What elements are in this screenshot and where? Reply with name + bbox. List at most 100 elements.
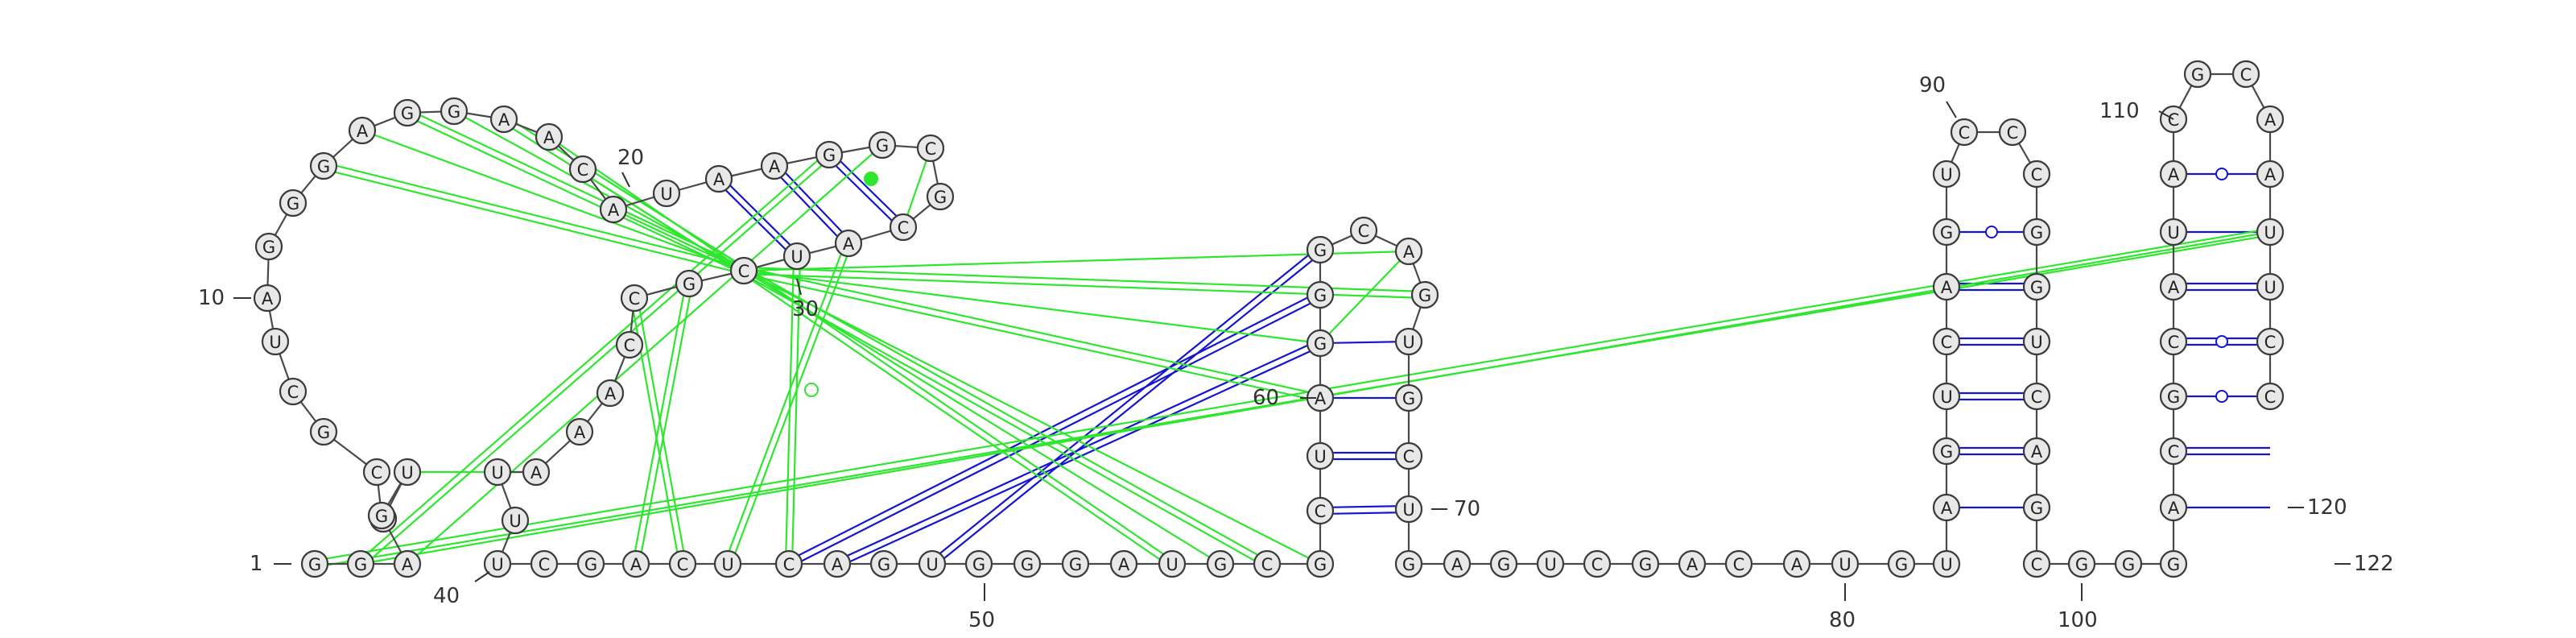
nucleotide-letter: G — [1895, 555, 1908, 574]
index-label-120: 120 — [2307, 495, 2347, 520]
nucleotide-letter: C — [738, 262, 750, 281]
nucleotide-letter: G — [1214, 555, 1227, 574]
nucleotide: C — [568, 155, 597, 184]
wobble-pair-marker — [2215, 168, 2228, 180]
nucleotide-letter: C — [577, 160, 589, 180]
index-label-10: 10 — [198, 286, 225, 310]
nucleotide: G — [1887, 549, 1916, 578]
nucleotide: A — [393, 549, 422, 578]
nucleotide-letter: G — [448, 102, 460, 122]
nucleotide-letter: A — [543, 128, 555, 147]
nucleotide-letter: U — [401, 463, 413, 483]
nucleotide: G — [815, 140, 844, 169]
nucleotide-letter: C — [925, 139, 937, 159]
nucleotide-letter: A — [2168, 499, 2180, 518]
nucleotide: U — [1394, 495, 1423, 524]
wobble-pair-marker — [2215, 335, 2228, 348]
nucleotide: U — [1536, 549, 1565, 578]
nucleotide-letter: U — [1402, 500, 1414, 520]
nucleotide: A — [565, 417, 594, 446]
nucleotide-letter: A — [1451, 555, 1463, 574]
nucleotide: G — [869, 549, 898, 578]
base-pair-links — [314, 109, 2271, 569]
nucleotide: A — [823, 549, 852, 578]
nucleotide-letter: C — [2007, 123, 2019, 143]
nucleotide: A — [2022, 437, 2051, 466]
index-label-122: 122 — [2354, 552, 2394, 576]
nucleotide-letter: A — [1941, 278, 1953, 297]
nucleotide: A — [704, 164, 733, 193]
nucleotide-letter: C — [371, 463, 383, 483]
nucleotide: A — [1394, 237, 1423, 266]
nucleotide: U — [1158, 549, 1187, 578]
nucleotide: G — [1306, 235, 1335, 264]
nucleotide: A — [253, 284, 282, 313]
nucleotide-letter: G — [2122, 555, 2135, 574]
nucleotide-letter: U — [1940, 555, 1952, 574]
nucleotide: C — [1306, 496, 1335, 525]
nucleotide: U — [1306, 441, 1335, 470]
tick-40 — [474, 571, 490, 582]
nucleotide: A — [596, 379, 625, 408]
index-label-40: 40 — [433, 584, 460, 608]
nucleotide: G — [964, 549, 993, 578]
tick-110 — [2158, 110, 2174, 120]
nucleotide-letter: U — [1940, 387, 1952, 407]
nucleotide: A — [1109, 549, 1138, 578]
nucleotide-letter: A — [2168, 165, 2180, 184]
nucleotide: A — [1932, 493, 1961, 522]
nucleotide-letter: G — [877, 555, 890, 574]
nucleotide: U — [713, 549, 742, 578]
pseudoknot-pair — [786, 291, 1323, 568]
nucleotide: A — [834, 229, 863, 258]
nucleotide: C — [2022, 549, 2051, 578]
tertiary-contact — [743, 270, 1321, 565]
canonical-pair — [1946, 337, 2037, 346]
nucleotide-letter: G — [1314, 286, 1327, 305]
tick-20 — [621, 172, 630, 188]
nucleotide-letter: A — [1403, 242, 1415, 262]
canonical-pair — [1319, 340, 1410, 345]
nucleotide-letter: G — [1314, 241, 1327, 260]
nucleotide-letter: G — [2030, 499, 2043, 518]
nucleotide-letter: A — [1941, 499, 1953, 518]
nucleotide: G — [868, 130, 897, 160]
nucleotide-letter: C — [1591, 555, 1604, 574]
nucleotide-letter: C — [629, 289, 641, 309]
nucleotide-letter: A — [1315, 389, 1327, 408]
nucleotide-letter: A — [530, 463, 543, 483]
canonical-pair — [1946, 392, 2037, 401]
tertiary-marker — [864, 172, 878, 186]
nucleotide-letter: A — [630, 555, 642, 574]
nucleotide: G — [279, 188, 308, 218]
nucleotide-letter: C — [2168, 442, 2180, 462]
nucleotide: C — [2231, 60, 2260, 89]
nucleotide: G — [393, 98, 422, 127]
nucleotide-letter: C — [287, 383, 299, 402]
nucleotides: GGAUUGCGCUAGGGAGGAACAUAAGGCGCAUCGCCAAAUU… — [253, 60, 2285, 578]
nucleotide: G — [1932, 218, 1961, 246]
nucleotide-letter: C — [1941, 333, 1953, 352]
nucleotide: G — [1206, 549, 1235, 578]
nucleotide: U — [782, 242, 811, 271]
nucleotide: G — [1013, 549, 1042, 578]
nucleotide: G — [1394, 383, 1423, 412]
nucleotide: C — [916, 134, 945, 163]
nucleotide-letter: C — [783, 555, 795, 574]
tertiary-contact — [784, 255, 802, 565]
nucleotide: A — [621, 549, 650, 578]
nucleotide-letter: U — [1940, 165, 1952, 184]
index-label-60: 60 — [1253, 386, 1279, 410]
nucleotide-letter: A — [1118, 555, 1130, 574]
nucleotide-letter: A — [769, 157, 781, 176]
nucleotide: C — [2256, 382, 2285, 411]
nucleotide-letter: G — [584, 555, 597, 574]
nucleotide-letter: G — [1314, 555, 1327, 574]
nucleotide-letter: G — [1497, 555, 1510, 574]
nucleotide-letter: A — [357, 122, 369, 141]
nucleotide: C — [1394, 441, 1423, 470]
nucleotide-letter: G — [2075, 555, 2088, 574]
nucleotide-letter: G — [1639, 555, 1652, 574]
nucleotide-letter: G — [354, 555, 367, 574]
nucleotide: A — [522, 458, 551, 487]
